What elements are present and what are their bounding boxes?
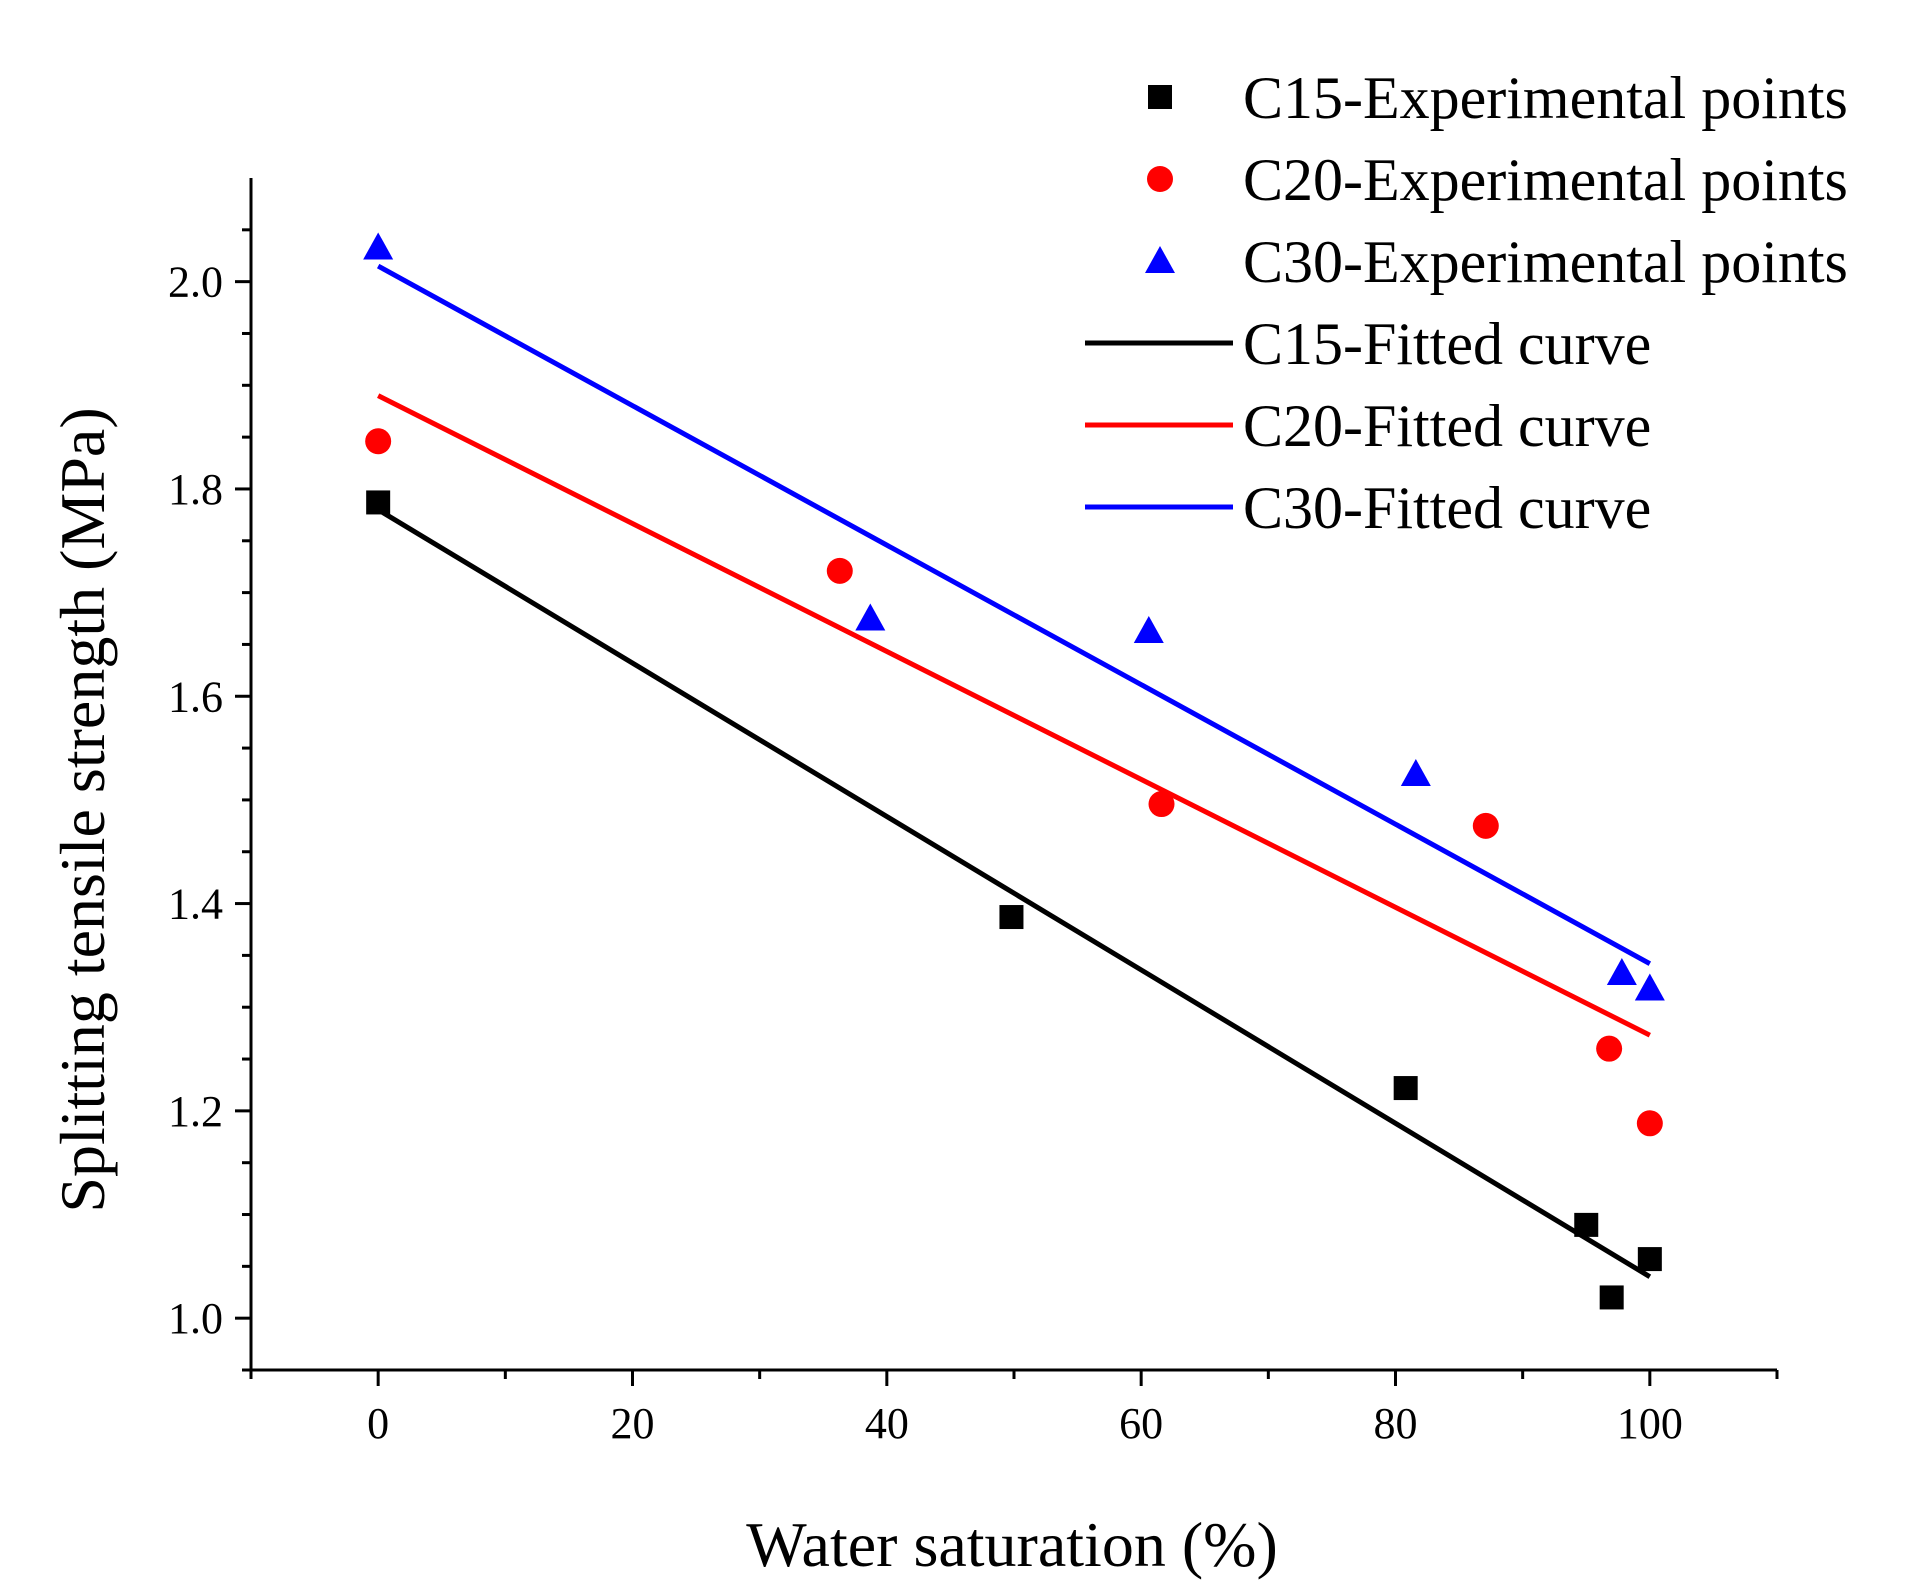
c30-fitted-line: [376, 263, 1652, 966]
y-axis-title: Splitting tensile strength (MPa): [47, 407, 118, 1212]
c15-fitted-line: [376, 507, 1652, 1279]
y-tick-label: 1.6: [168, 672, 223, 721]
c20-data-point: [1636, 1110, 1663, 1137]
legend-c15-marker: [1148, 85, 1172, 109]
x-tick-label: 80: [1374, 1399, 1418, 1448]
legend-label: C15-Experimental points: [1243, 65, 1848, 131]
c30-data-point: [1133, 615, 1164, 643]
c30-data-point: [1634, 973, 1665, 1001]
x-tick-label: 100: [1617, 1399, 1683, 1448]
x-tick-label: 40: [865, 1399, 909, 1448]
legend-label: C30-Fitted curve: [1243, 475, 1651, 541]
legend-label: C30-Experimental points: [1243, 229, 1848, 295]
c30-data-point: [1400, 759, 1431, 786]
x-tick-label: 60: [1119, 1399, 1163, 1448]
c20-data-point: [1596, 1035, 1623, 1062]
c20-data-point: [826, 557, 853, 584]
c20-data-point: [365, 428, 392, 455]
c30-data-point: [363, 232, 394, 260]
y-tick-label: 1.8: [168, 465, 223, 514]
c15-data-point: [1574, 1212, 1599, 1237]
x-axis-title: Water saturation (%): [746, 1509, 1278, 1580]
x-tick-label: 0: [367, 1399, 389, 1448]
x-ticks: 0 20 40 60 80 100: [249, 1370, 1779, 1448]
y-tick-label: 2.0: [168, 258, 223, 307]
y-tick-label: 1.0: [168, 1294, 223, 1343]
c20-data-point: [1472, 812, 1499, 839]
c30-data-point: [1606, 958, 1637, 986]
y-tick-label: 1.2: [168, 1087, 223, 1136]
legend-label: C15-Fitted curve: [1243, 311, 1651, 377]
x-tick-label: 20: [611, 1399, 655, 1448]
legend-label: C20-Experimental points: [1243, 147, 1848, 213]
legend-label: C20-Fitted curve: [1243, 393, 1651, 459]
c20-fitted-line: [377, 393, 1651, 1038]
legend-c30-marker: [1145, 246, 1175, 273]
experimental-points: [363, 232, 1665, 1310]
legend: C15-Experimental points C20-Experimental …: [1085, 65, 1848, 541]
fitted-lines: [376, 263, 1652, 1279]
c15-data-point: [1637, 1247, 1662, 1272]
c15-data-point: [366, 490, 391, 515]
c20-data-point: [1148, 791, 1175, 818]
c30-data-point: [855, 603, 886, 631]
y-tick-label: 1.4: [168, 880, 223, 929]
y-ticks: 1.0 1.2 1.4 1.6 1.8 2.0: [168, 228, 251, 1372]
legend-c20-marker: [1147, 166, 1173, 192]
c15-data-point: [1599, 1285, 1624, 1310]
axes: 0 20 40 60 80 100 1.0 1.2 1.4 1.6 1.8 2.0: [168, 178, 1779, 1448]
c15-data-point: [999, 905, 1024, 930]
c15-data-point: [1393, 1076, 1418, 1101]
